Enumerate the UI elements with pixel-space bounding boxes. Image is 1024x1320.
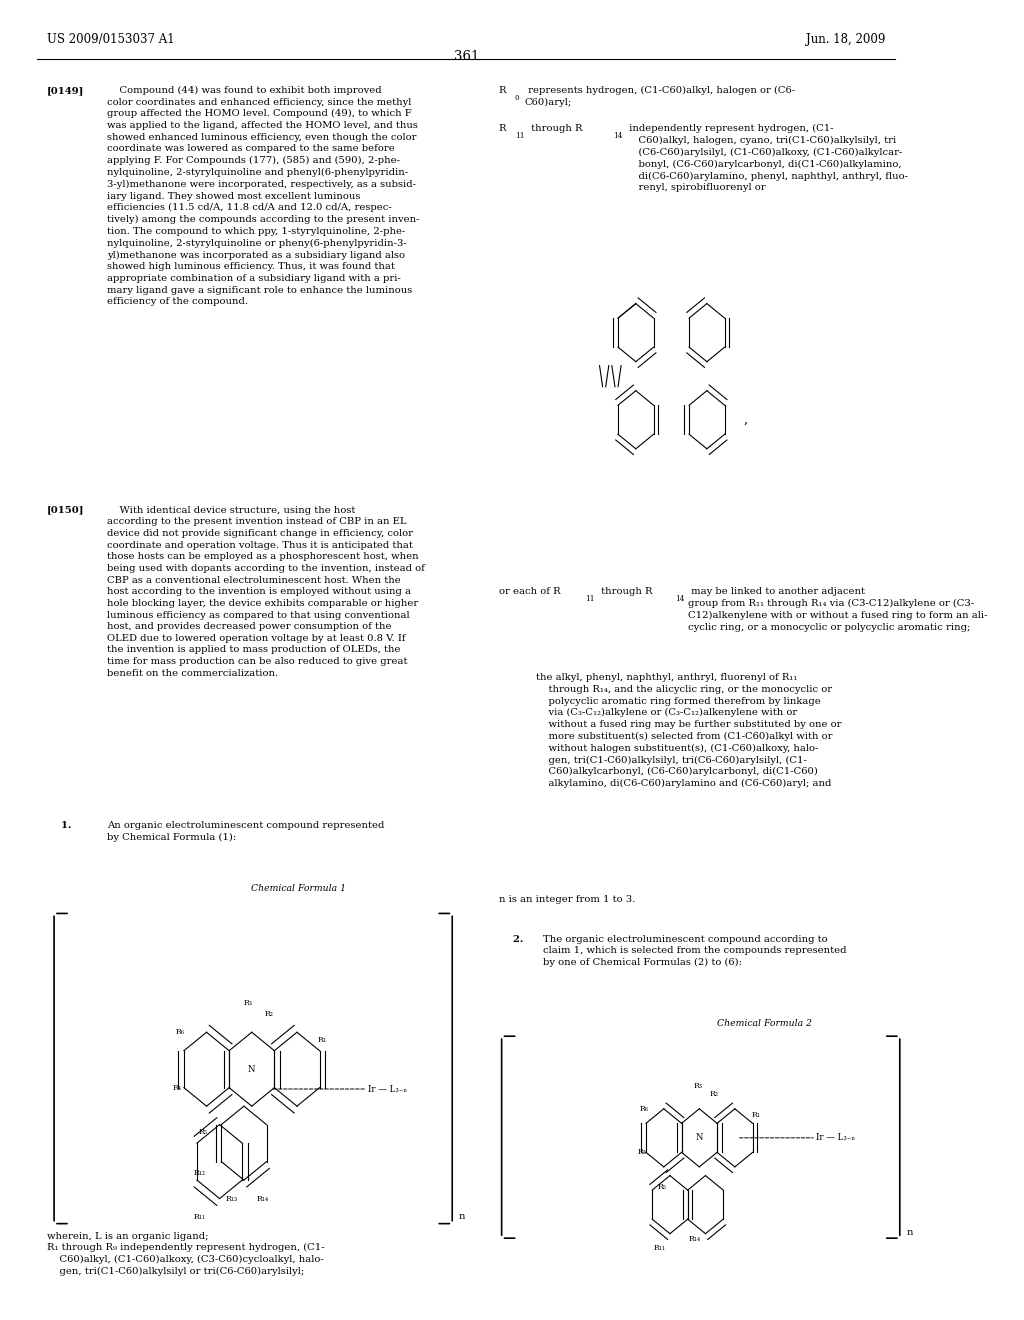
Text: [0149]: [0149]: [47, 86, 84, 95]
Text: R₆: R₆: [175, 1028, 184, 1036]
Text: R: R: [499, 124, 506, 133]
Text: independently represent hydrogen, (C1-
    C60)alkyl, halogen, cyano, tri(C1-C60: independently represent hydrogen, (C1- C…: [626, 124, 907, 193]
Text: Ir — L₃₋ₙ: Ir — L₃₋ₙ: [369, 1085, 408, 1093]
Text: Chemical Formula 2: Chemical Formula 2: [717, 1019, 812, 1028]
Text: With identical device structure, using the host
according to the present inventi: With identical device structure, using t…: [108, 506, 425, 677]
Text: through R: through R: [598, 587, 652, 597]
Text: Chemical Formula 1: Chemical Formula 1: [251, 884, 346, 894]
Text: R₁: R₁: [752, 1110, 760, 1118]
Text: wherein, L is an organic ligand;
R₁ through R₉ independently represent hydrogen,: wherein, L is an organic ligand; R₁ thro…: [47, 1232, 325, 1276]
Text: or each of R: or each of R: [499, 587, 560, 597]
Text: R: R: [499, 86, 506, 95]
Text: n: n: [459, 1212, 465, 1221]
Text: [0150]: [0150]: [47, 506, 84, 515]
Text: through R: through R: [527, 124, 583, 133]
Text: The organic electroluminescent compound according to
claim 1, which is selected : The organic electroluminescent compound …: [543, 935, 846, 968]
Text: US 2009/0153037 A1: US 2009/0153037 A1: [47, 33, 174, 46]
Text: R₃: R₃: [693, 1081, 702, 1089]
Text: 361: 361: [454, 50, 479, 63]
Text: Jun. 18, 2009: Jun. 18, 2009: [807, 33, 886, 46]
Text: N: N: [695, 1134, 703, 1142]
Text: Compound (44) was found to exhibit both improved
color coordinates and enhanced : Compound (44) was found to exhibit both …: [108, 86, 420, 306]
Text: 11: 11: [585, 595, 594, 603]
Text: R₁₁: R₁₁: [194, 1213, 206, 1221]
Text: 11: 11: [515, 132, 524, 140]
Text: 14: 14: [675, 595, 684, 603]
Text: R₁₃: R₁₃: [225, 1195, 238, 1203]
Text: 1.: 1.: [47, 821, 71, 830]
Text: n is an integer from 1 to 3.: n is an integer from 1 to 3.: [499, 895, 635, 904]
Text: Ir — L₃₋ₙ: Ir — L₃₋ₙ: [816, 1134, 855, 1142]
Text: R₁₂: R₁₂: [194, 1168, 206, 1176]
Text: N: N: [248, 1065, 256, 1073]
Text: An organic electroluminescent compound represented
by Chemical Formula (1):: An organic electroluminescent compound r…: [108, 821, 385, 842]
Text: R₅: R₅: [199, 1129, 208, 1137]
Text: n: n: [906, 1228, 912, 1237]
Text: R₄: R₄: [173, 1084, 181, 1092]
Text: 0: 0: [515, 94, 519, 102]
Text: R₅: R₅: [657, 1183, 667, 1191]
Text: R₃: R₃: [244, 999, 253, 1007]
Text: R₂: R₂: [710, 1090, 719, 1098]
Text: ,: ,: [743, 413, 748, 426]
Text: R₄: R₄: [637, 1148, 646, 1156]
Text: represents hydrogen, (C1-C60)alkyl, halogen or (C6-
C60)aryl;: represents hydrogen, (C1-C60)alkyl, halo…: [525, 86, 795, 107]
Text: R₆: R₆: [639, 1105, 648, 1113]
Text: the alkyl, phenyl, naphthyl, anthryl, fluorenyl of R₁₁
    through R₁₄, and the : the alkyl, phenyl, naphthyl, anthryl, fl…: [537, 673, 842, 788]
Text: R₁₄: R₁₄: [257, 1195, 269, 1203]
Text: 14: 14: [612, 132, 622, 140]
Text: R₁₁: R₁₁: [653, 1245, 666, 1253]
Text: 2.: 2.: [499, 935, 523, 944]
Text: R₁: R₁: [317, 1036, 327, 1044]
Text: R₁₄: R₁₄: [689, 1236, 701, 1243]
Text: may be linked to another adjacent
group from R₁₁ through R₁₄ via (C3-C12)alkylen: may be linked to another adjacent group …: [688, 587, 987, 632]
Text: R₂: R₂: [265, 1010, 273, 1018]
